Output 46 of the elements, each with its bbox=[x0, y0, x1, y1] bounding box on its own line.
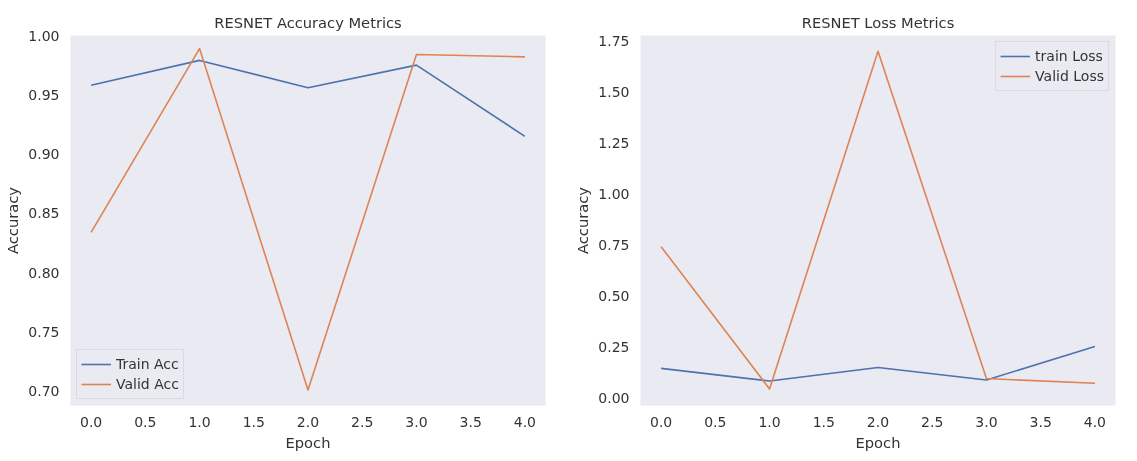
y-tick-label: 1.75 bbox=[598, 33, 630, 50]
x-tick-label: 0.5 bbox=[704, 413, 727, 430]
y-tick-label: 0.70 bbox=[28, 383, 60, 400]
legend-label: Train Acc bbox=[116, 356, 179, 372]
x-tick-label: 2.0 bbox=[296, 413, 320, 430]
x-tick-label: 0.5 bbox=[134, 413, 157, 430]
y-tick-label: 0.80 bbox=[28, 264, 60, 281]
y-tick-label: 1.25 bbox=[598, 135, 630, 152]
x-tick-label: 2.5 bbox=[351, 413, 374, 430]
y-tick-label: 0.75 bbox=[28, 323, 60, 340]
x-axis-title: Epoch bbox=[285, 433, 331, 451]
x-tick-label: 0.0 bbox=[649, 413, 673, 430]
x-tick-label: 2.0 bbox=[866, 413, 890, 430]
x-tick-label: 4.0 bbox=[1083, 413, 1107, 430]
legend-label: Valid Loss bbox=[1035, 68, 1104, 84]
y-axis-title: Accuracy bbox=[4, 186, 22, 254]
x-tick-label: 1.0 bbox=[758, 413, 781, 430]
y-axis-title: Accuracy bbox=[574, 186, 592, 254]
x-tick-label: 3.0 bbox=[405, 413, 428, 430]
chart-title: RESNET Accuracy Metrics bbox=[214, 13, 402, 31]
y-tick-label: 0.85 bbox=[28, 205, 60, 222]
line-series bbox=[90, 59, 526, 138]
legend-label: Valid Acc bbox=[116, 376, 179, 392]
x-tick-label: 3.5 bbox=[459, 413, 482, 430]
y-tick-label: 1.00 bbox=[598, 186, 630, 203]
line-series bbox=[90, 47, 526, 391]
x-tick-label: 3.5 bbox=[1029, 413, 1052, 430]
y-tick-label: 0.75 bbox=[598, 237, 630, 254]
y-tick-label: 0.25 bbox=[598, 339, 630, 356]
legend-label: train Loss bbox=[1035, 48, 1103, 64]
y-tick-label: 1.50 bbox=[598, 84, 630, 101]
x-axis-title: Epoch bbox=[855, 433, 901, 451]
y-tick-label: 0.90 bbox=[28, 146, 60, 163]
line-series bbox=[660, 345, 1096, 382]
chart-title: RESNET Loss Metrics bbox=[801, 13, 955, 31]
y-tick-label: 1.00 bbox=[28, 27, 60, 44]
x-tick-label: 1.5 bbox=[242, 413, 265, 430]
x-tick-label: 1.0 bbox=[188, 413, 211, 430]
x-tick-label: 1.5 bbox=[812, 413, 835, 430]
x-tick-label: 3.0 bbox=[975, 413, 998, 430]
y-tick-label: 0.50 bbox=[598, 288, 630, 305]
y-tick-label: 0.95 bbox=[28, 86, 60, 103]
y-tick-label: 0.00 bbox=[598, 390, 630, 407]
x-tick-label: 0.0 bbox=[79, 413, 103, 430]
x-tick-label: 4.0 bbox=[513, 413, 537, 430]
x-tick-label: 2.5 bbox=[921, 413, 944, 430]
